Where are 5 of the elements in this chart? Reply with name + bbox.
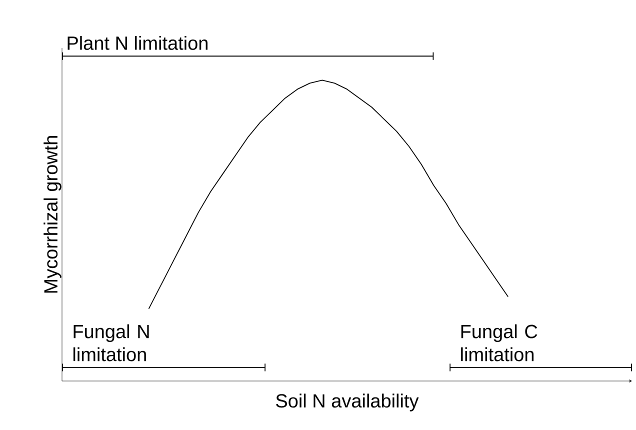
annotation: Fungal C limitation (461, 324, 538, 362)
x-axis-title: Soil N availability (276, 394, 419, 412)
text: Plant N limitation (68, 36, 208, 50)
annotation: Fungal N limitation (73, 324, 149, 362)
y-axis-title: Mycorrhizal growth (44, 136, 62, 293)
